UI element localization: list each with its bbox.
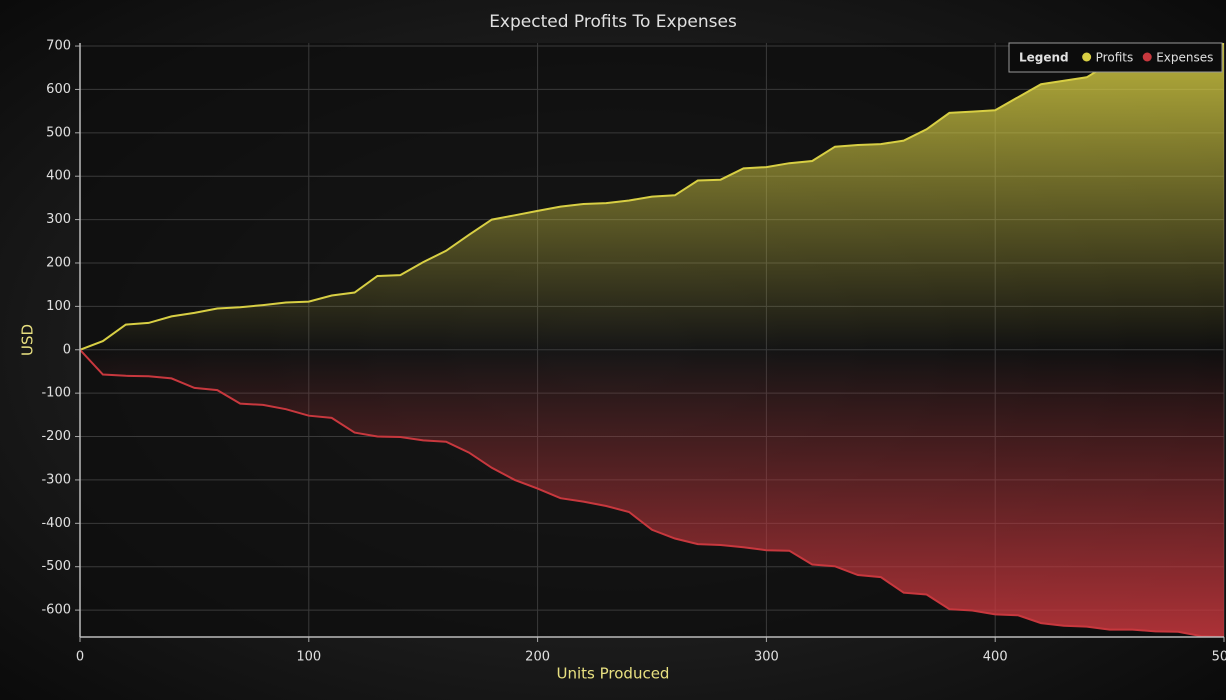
y-tick-label: 600 [46,82,71,97]
legend-swatch [1142,52,1152,62]
y-tick-label: -600 [41,603,71,618]
y-tick-label: 700 [46,39,71,54]
legend-box [1008,42,1223,73]
y-tick-label: -200 [41,429,71,444]
y-tick-label: 0 [63,342,71,357]
x-tick-label: 500 [1212,650,1226,665]
y-tick-label: 100 [46,299,71,314]
y-axis-label: USD [19,324,37,356]
legend-label: Profits [1096,51,1134,65]
y-tick-label: 200 [46,255,71,270]
x-axis-label: Units Produced [557,665,670,683]
x-tick-label: 200 [525,650,550,665]
x-tick-label: 400 [983,650,1008,665]
y-tick-label: -100 [41,386,71,401]
area [80,349,1224,637]
y-tick-label: -300 [41,472,71,487]
y-tick-label: 300 [46,212,71,227]
line [80,349,1224,637]
legend-swatch [1082,52,1092,62]
y-tick-label: -400 [41,516,71,531]
axes: -600 -500 -400 -300 -200 -100 0 100 200 300 400 500… [41,39,1226,665]
line [80,43,1224,351]
legend-title: Legend [1019,51,1069,65]
y-tick-label: 500 [46,125,71,140]
chart-title: Expected Profits To Expenses [489,12,737,32]
y-tick-label: 400 [46,169,71,184]
x-tick-label: 100 [296,650,321,665]
x-tick-label: 0 [76,650,84,665]
legend: Legend Profits Expenses [1008,42,1223,73]
series [80,43,1224,637]
legend-label: Expenses [1156,51,1213,65]
y-tick-label: -500 [41,559,71,574]
x-tick-label: 300 [754,650,779,665]
